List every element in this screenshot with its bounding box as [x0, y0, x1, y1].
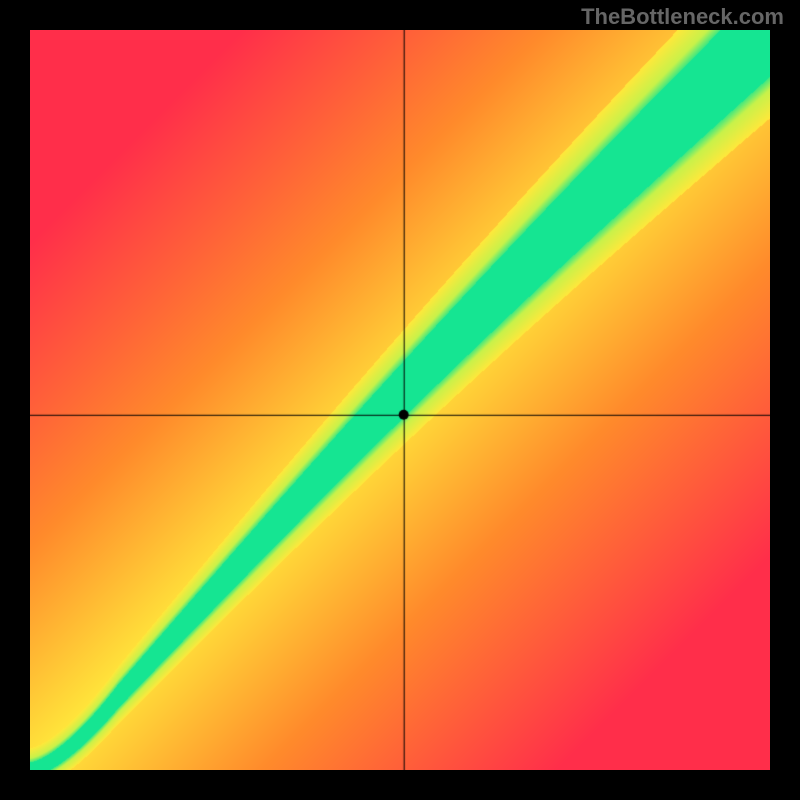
- chart-container: TheBottleneck.com: [0, 0, 800, 800]
- plot-area: [30, 30, 770, 770]
- watermark-label: TheBottleneck.com: [581, 4, 784, 30]
- heatmap-canvas: [30, 30, 770, 770]
